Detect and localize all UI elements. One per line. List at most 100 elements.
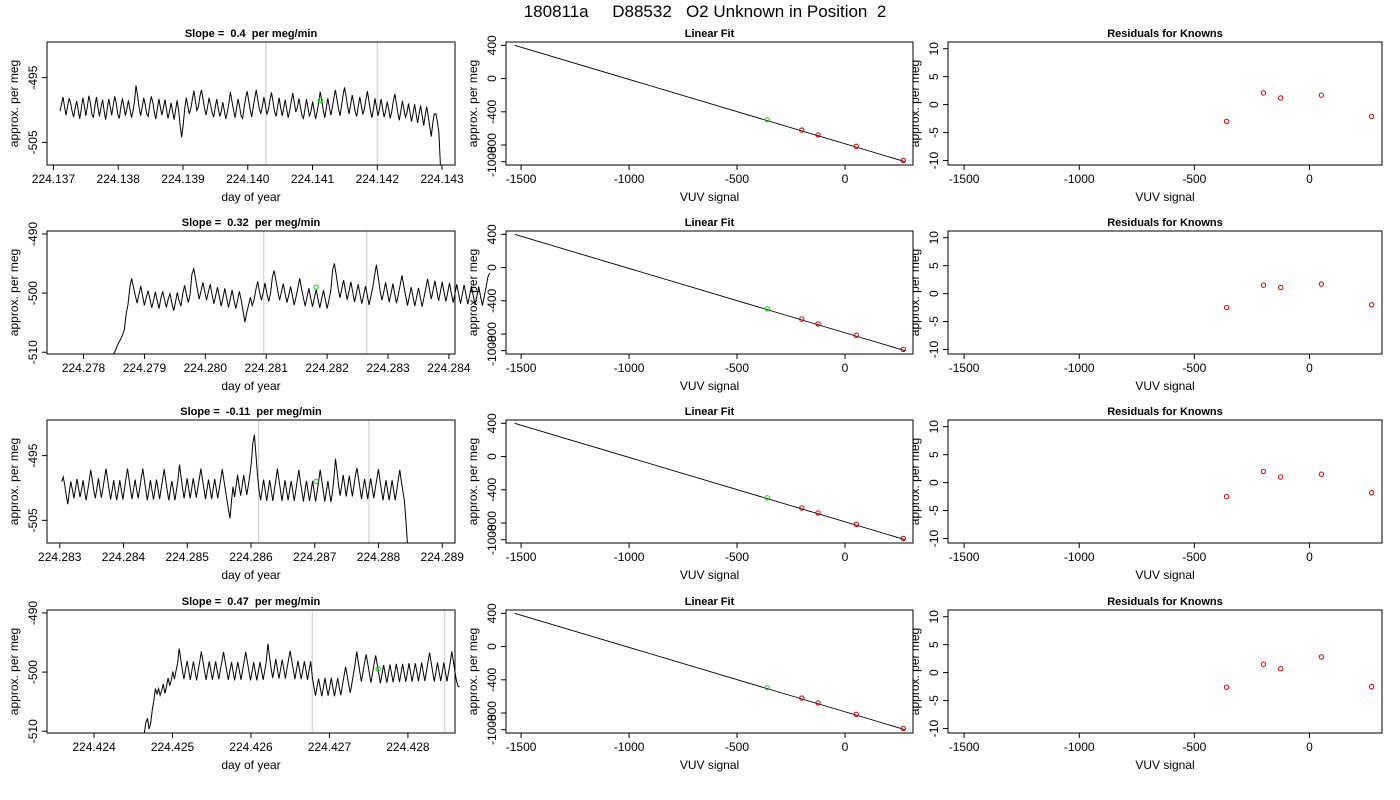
plot-panel: Linear Fit-1500 -1000 -500 0-1000-800-40004… [466, 596, 914, 772]
x-tick-label: 224.141 [291, 172, 335, 186]
y-axis-label: approx. per meg [7, 60, 21, 147]
plot-panel: Linear Fit-1500 -1000 -500 0-1000-800-40004… [466, 217, 914, 393]
plot-panel: Linear Fit-1500 -1000 -500 0-1000-800-40004… [466, 28, 914, 204]
y-tick-label: 0 [485, 453, 499, 460]
x-axis-label: day of year [221, 568, 280, 582]
data-point [1223, 493, 1230, 500]
data-point [313, 284, 319, 290]
plot-title: Slope = 0.32 per meg/min [182, 217, 321, 229]
plot-panel: Slope = 0.47 per meg/min 224.424 224.425 22… [7, 596, 460, 772]
y-tick-label: 5 [927, 641, 941, 648]
y-axis-label: approx. per meg [908, 628, 922, 715]
data-point [900, 725, 906, 732]
data-point [1223, 684, 1230, 690]
plot-frame [505, 41, 914, 166]
x-tick-label: -1000 [1064, 361, 1095, 375]
x-tick-label: 224.285 [166, 550, 210, 564]
plot-frame [947, 230, 1383, 355]
x-axis-label: VUV signal [680, 379, 739, 393]
x-tick-label: -500 [725, 740, 749, 754]
data-point [313, 478, 319, 485]
x-tick-label: 224.280 [184, 361, 228, 375]
y-tick-label: 0 [485, 643, 499, 650]
x-tick-label: -1000 [1064, 172, 1095, 186]
x-axis-label: VUV signal [680, 758, 739, 772]
data-point [375, 666, 381, 672]
y-tick-label: -800 [485, 701, 499, 725]
y-tick-label: -5 [927, 316, 941, 327]
plot-panel: Residuals for Knowns -1500 -1000 -500 0 -10 -5… [908, 406, 1383, 582]
y-tick-label: 400 [485, 603, 499, 623]
data-point [1223, 118, 1230, 125]
plot-title: Linear Fit [685, 406, 735, 418]
x-tick-label: -500 [725, 550, 749, 564]
x-tick-label: 224.288 [357, 550, 401, 564]
y-tick-label: -5 [927, 695, 941, 706]
y-tick-label: -800 [485, 511, 499, 535]
x-tick-label: -1000 [1064, 740, 1095, 754]
plot-title: Residuals for Knowns [1107, 406, 1223, 418]
x-tick-label: -1000 [614, 550, 645, 564]
data-point [1223, 304, 1230, 311]
y-axis-label: approx. per meg [466, 60, 480, 147]
data-point [900, 157, 906, 164]
y-axis-label: approx. per meg [7, 628, 21, 715]
x-tick-label: -1500 [949, 172, 980, 186]
x-tick-label: 224.284 [102, 550, 146, 564]
plot-panel: Slope = 0.4 per meg/min 224.137 224.138 224… [7, 28, 464, 204]
data-line [61, 434, 408, 544]
x-tick-label: 0 [842, 550, 849, 564]
y-tick-label: 5 [927, 73, 941, 80]
plot-panel: Residuals for Knowns -1500 -1000 -500 0 -10 -5… [908, 217, 1383, 393]
x-tick-label: 0 [842, 361, 849, 375]
x-tick-label: 224.283 [366, 361, 410, 375]
data-point [1260, 661, 1267, 667]
data-point [815, 321, 821, 327]
data-point [1368, 489, 1375, 496]
data-point [1277, 666, 1284, 672]
x-tick-label: 224.138 [97, 172, 141, 186]
data-point [764, 117, 770, 123]
x-tick-label: 0 [1306, 550, 1313, 564]
x-tick-label: 224.278 [62, 361, 106, 375]
plot-frame [947, 41, 1383, 166]
y-tick-label: 0 [485, 75, 499, 82]
y-tick-label: -1000 [485, 146, 499, 177]
y-tick-label: 400 [485, 35, 499, 55]
x-tick-label: 224.140 [226, 172, 270, 186]
data-point [799, 316, 805, 322]
plot-frame [46, 41, 456, 166]
y-tick-label: -10 [927, 530, 941, 548]
x-tick-label: -500 [725, 172, 749, 186]
data-point [853, 332, 859, 339]
x-tick-label: 0 [1306, 740, 1313, 754]
x-tick-label: 224.289 [421, 550, 465, 564]
data-point [815, 132, 821, 138]
y-tick-label: -1000 [485, 524, 499, 555]
data-point [853, 143, 859, 150]
y-axis-label: approx. per meg [7, 249, 21, 336]
plot-panel: Slope = 0.32 per meg/min 224.278 224.279 22… [7, 217, 491, 393]
data-point [1318, 281, 1325, 287]
x-tick-label: -1000 [614, 172, 645, 186]
fit-line [514, 233, 906, 352]
plot-title: Slope = 0.47 per meg/min [182, 596, 321, 608]
plot-title: Linear Fit [685, 596, 735, 608]
y-tick-label: -800 [485, 322, 499, 346]
y-tick-label: -490 [26, 601, 40, 625]
y-axis-label: approx. per meg [7, 438, 21, 525]
y-tick-label: -10 [927, 720, 941, 738]
x-tick-label: -1500 [949, 361, 980, 375]
y-axis-label: approx. per meg [908, 438, 922, 525]
x-axis-label: VUV signal [680, 568, 739, 582]
y-tick-label: -800 [485, 133, 499, 157]
data-point [799, 127, 805, 133]
x-axis-label: day of year [221, 379, 280, 393]
x-axis-label: VUV signal [680, 190, 739, 204]
data-point [1277, 474, 1284, 480]
data-point [1260, 90, 1267, 96]
page-title: 180811a D88532 O2 Unknown in Position 2 [524, 2, 887, 21]
y-tick-label: 0 [485, 264, 499, 271]
y-tick-label: -490 [26, 222, 40, 246]
y-tick-label: 10 [927, 231, 941, 245]
